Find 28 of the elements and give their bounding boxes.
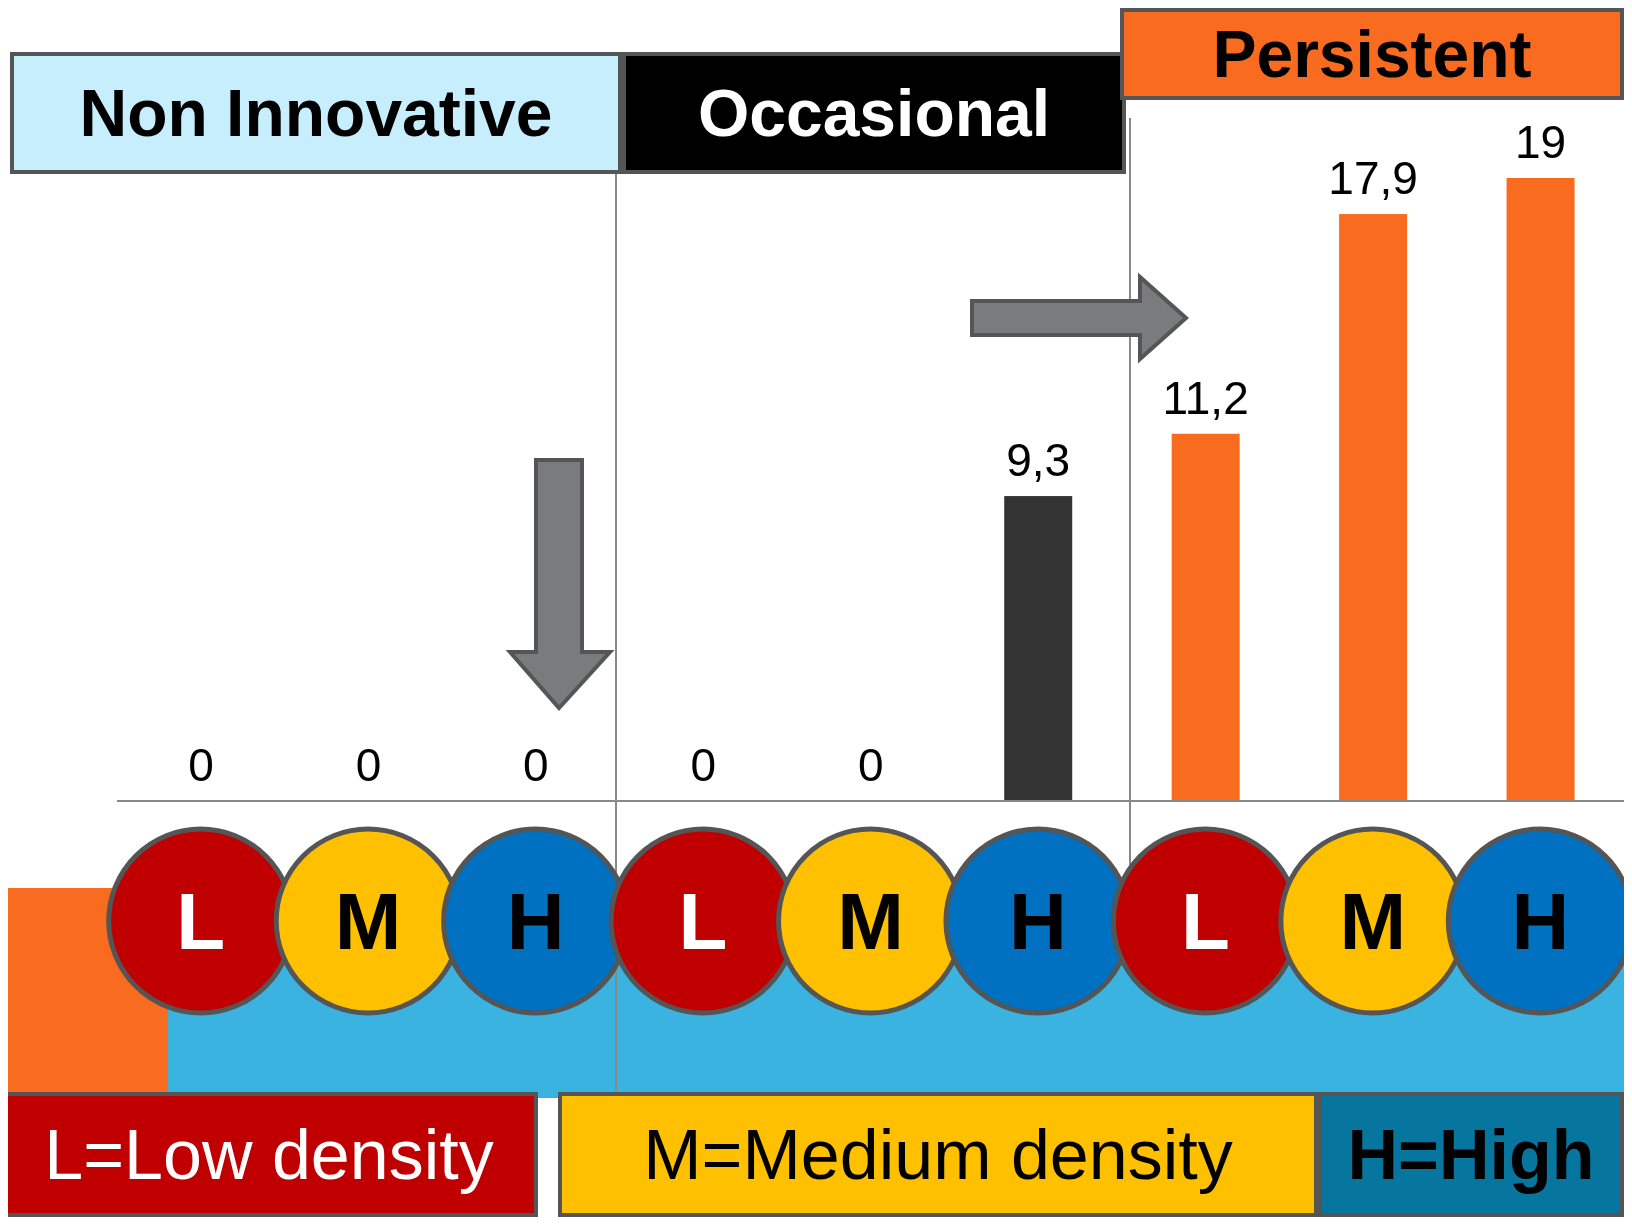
bar: [1171, 433, 1240, 801]
bar: [1004, 496, 1073, 801]
data-label: 17,9: [1328, 152, 1418, 205]
data-label: 11,2: [1162, 371, 1249, 424]
text: L=Low density: [44, 1114, 494, 1195]
x-tick-label: H: [506, 876, 565, 966]
x-tick-label: H: [1511, 876, 1570, 966]
x-tick-label: H: [1009, 876, 1067, 966]
data-label: 0: [188, 739, 214, 791]
text: Non Innovative: [79, 75, 553, 151]
data-label: 0: [355, 739, 382, 791]
data-label: 0: [690, 739, 717, 791]
x-tick-label: M: [837, 876, 904, 966]
text: Persistent: [1212, 16, 1532, 92]
data-label: 0: [857, 739, 884, 791]
x-tick-label: L: [678, 876, 728, 966]
data-label: 9,3: [1006, 434, 1071, 487]
data-label: 0: [523, 739, 549, 791]
text: H=High: [1347, 1114, 1595, 1195]
bar: [1506, 178, 1575, 801]
bar: [1339, 214, 1408, 801]
x-tick-label: L: [1180, 876, 1230, 966]
x-tick-label: L: [176, 876, 226, 966]
x-tick-label: M: [1339, 876, 1407, 966]
data-label: 19: [1514, 116, 1567, 168]
text: Occasional: [697, 75, 1051, 151]
x-tick-label: M: [334, 876, 402, 966]
text: M=Medium density: [643, 1114, 1233, 1195]
